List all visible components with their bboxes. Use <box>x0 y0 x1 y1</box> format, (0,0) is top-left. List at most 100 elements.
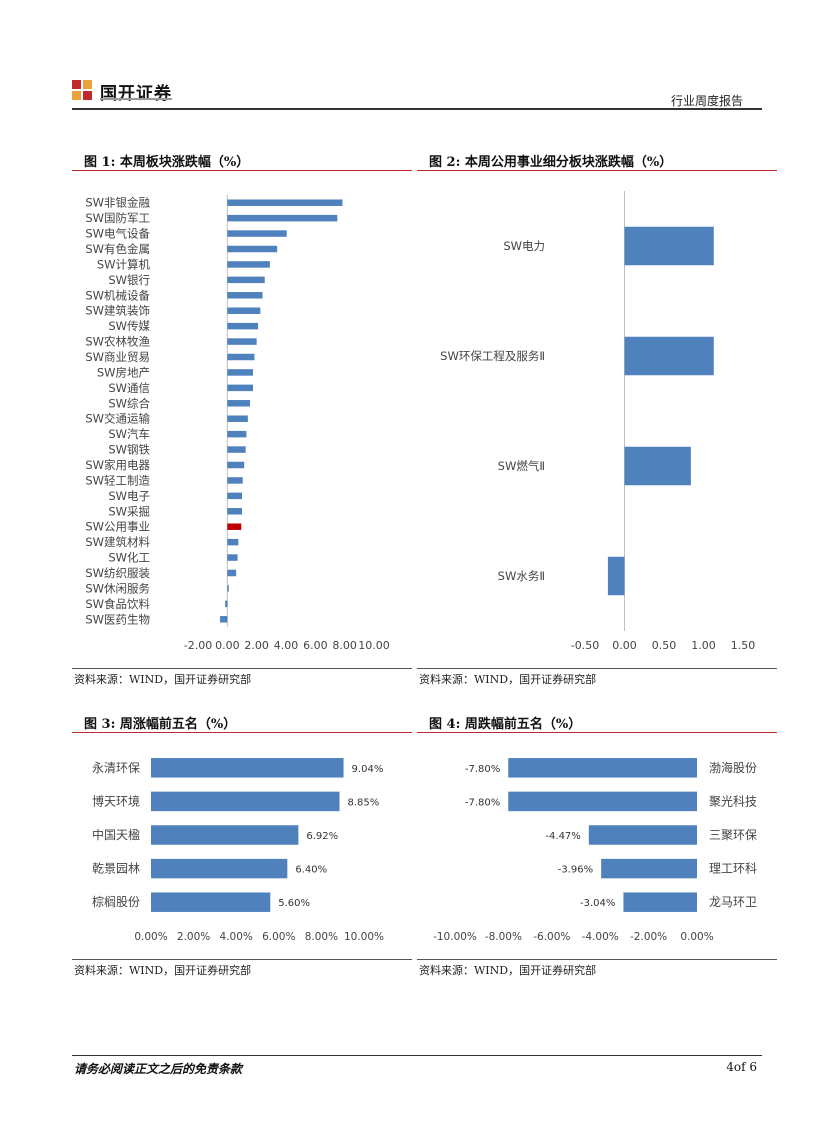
disclaimer-text: 请务必阅读正文之后的免责条款 <box>74 1062 243 1076</box>
bar-23 <box>227 554 238 561</box>
bar-0 <box>624 226 714 266</box>
bar-1 <box>508 791 697 812</box>
bar-1 <box>227 214 338 222</box>
category-label-1: 聚光科技 <box>709 794 757 808</box>
bar-0 <box>151 758 344 778</box>
figure-2-title-rule <box>417 170 777 171</box>
figure-4-source: 资料来源：WIND，国开证券研究部 <box>419 964 597 977</box>
tick-label-1: 0.00 <box>612 639 637 652</box>
category-label-1: 博天环境 <box>92 793 140 808</box>
category-label-5: SW银行 <box>108 273 150 287</box>
company-subline <box>100 98 172 100</box>
tick-label-5: 0.00% <box>680 931 713 943</box>
tick-label-5: 8.00 <box>332 639 357 652</box>
category-label-11: SW房地产 <box>97 365 150 379</box>
tick-label-2: -6.00% <box>533 931 570 943</box>
category-label-3: 乾景园林 <box>92 862 140 876</box>
figure-4-title-rule <box>417 732 777 733</box>
data-label-3: -3.96% <box>558 865 593 876</box>
bar-0 <box>508 758 697 778</box>
header-divider <box>72 108 762 110</box>
figure-4-bottom-rule <box>417 959 777 960</box>
bar-22 <box>227 538 239 546</box>
bar-5 <box>227 276 265 284</box>
bar-3 <box>227 245 278 253</box>
figure-3-title: 图 3: 周涨幅前五名（%） <box>84 717 237 732</box>
bar-25 <box>227 585 229 592</box>
category-label-9: SW农林牧渔 <box>85 335 150 349</box>
figure-1-title: 图 1: 本周板块涨跌幅（%） <box>84 155 250 170</box>
data-label-0: -7.80% <box>465 764 500 775</box>
tick-label-0: -10.00% <box>433 931 477 943</box>
category-label-6: SW机械设备 <box>85 288 150 302</box>
category-label-8: SW传媒 <box>108 319 150 333</box>
category-label-2: SW燃气Ⅱ <box>498 459 545 473</box>
company-name: 国开证券 <box>100 84 172 104</box>
bar-1 <box>624 336 714 376</box>
category-label-0: 渤海股份 <box>709 760 757 775</box>
tick-label-3: 4.00 <box>274 639 299 652</box>
data-label-0: 9.04% <box>352 764 384 775</box>
category-label-22: SW建筑材料 <box>85 535 150 549</box>
figure-2-chart: SW电力 SW环保工程及服务Ⅱ SW燃气Ⅱ SW水务Ⅱ -0.50 0.00 0.50 1.0… <box>440 191 756 652</box>
tick-label-1: -8.00% <box>485 931 522 943</box>
category-label-17: SW家用电器 <box>85 458 150 472</box>
data-label-2: -4.47% <box>545 831 580 842</box>
bar-0 <box>227 199 343 206</box>
bar-4 <box>151 892 271 912</box>
bar-2 <box>227 230 287 237</box>
tick-label-0: -0.50 <box>571 639 599 652</box>
figure-3-title-rule <box>72 732 412 733</box>
bar-1 <box>151 791 340 812</box>
bar-19 <box>227 492 242 500</box>
bar-16 <box>227 446 246 453</box>
category-label-15: SW汽车 <box>108 427 150 441</box>
company-logo-icon <box>72 80 92 100</box>
category-label-14: SW交通运输 <box>85 412 150 426</box>
data-label-1: -7.80% <box>465 797 500 808</box>
figure-1-bottom-rule <box>72 668 412 669</box>
figure-4-title: 图 4: 周跌幅前五名（%） <box>429 717 582 732</box>
category-label-7: SW建筑装饰 <box>85 304 150 318</box>
figure-2-source: 资料来源：WIND，国开证券研究部 <box>419 673 597 686</box>
tick-label-5: 10.00% <box>344 931 384 943</box>
bar-3 <box>607 556 625 596</box>
category-label-19: SW电子 <box>108 489 150 503</box>
category-label-3: 理工环科 <box>709 862 757 876</box>
bar-13 <box>227 400 251 407</box>
category-label-4: 龙马环卫 <box>709 895 757 909</box>
tick-label-4: 6.00 <box>303 639 328 652</box>
tick-label-2: 2.00 <box>244 639 269 652</box>
bar-17 <box>227 461 245 469</box>
tick-label-1: 2.00% <box>177 931 210 943</box>
bar-21 <box>227 523 242 530</box>
tick-label-3: 1.00 <box>691 639 716 652</box>
data-label-1: 8.85% <box>348 797 380 808</box>
data-label-3: 6.40% <box>295 865 327 876</box>
figure-3-bottom-rule <box>72 959 412 960</box>
tick-label-4: 1.50 <box>731 639 756 652</box>
bar-4 <box>227 261 270 268</box>
category-label-3: SW水务Ⅱ <box>498 569 545 583</box>
data-label-4: 5.60% <box>278 898 310 909</box>
tick-label-0: -2.00 <box>184 639 212 652</box>
data-label-4: -3.04% <box>580 898 615 909</box>
bar-14 <box>227 415 248 422</box>
bar-9 <box>227 338 257 345</box>
bar-27 <box>220 616 228 623</box>
bar-2 <box>624 446 691 486</box>
bar-4 <box>623 892 697 912</box>
category-label-2: 中国天楹 <box>92 827 140 842</box>
category-label-4: SW计算机 <box>97 257 151 271</box>
tick-label-3: -4.00% <box>582 931 619 943</box>
page-number: 4of 6 <box>726 1060 757 1074</box>
bar-12 <box>227 384 253 392</box>
tick-label-4: -2.00% <box>630 931 667 943</box>
bar-3 <box>151 858 288 879</box>
figure-4-chart: 渤海股份 -7.80% 聚光科技 -7.80% 三聚环保 -4.47% 理工环科 -3.96%… <box>433 758 757 943</box>
category-label-2: SW电气设备 <box>85 227 150 241</box>
bar-24 <box>227 569 237 577</box>
category-label-20: SW采掘 <box>108 504 150 518</box>
category-label-0: 永清环保 <box>92 761 140 775</box>
